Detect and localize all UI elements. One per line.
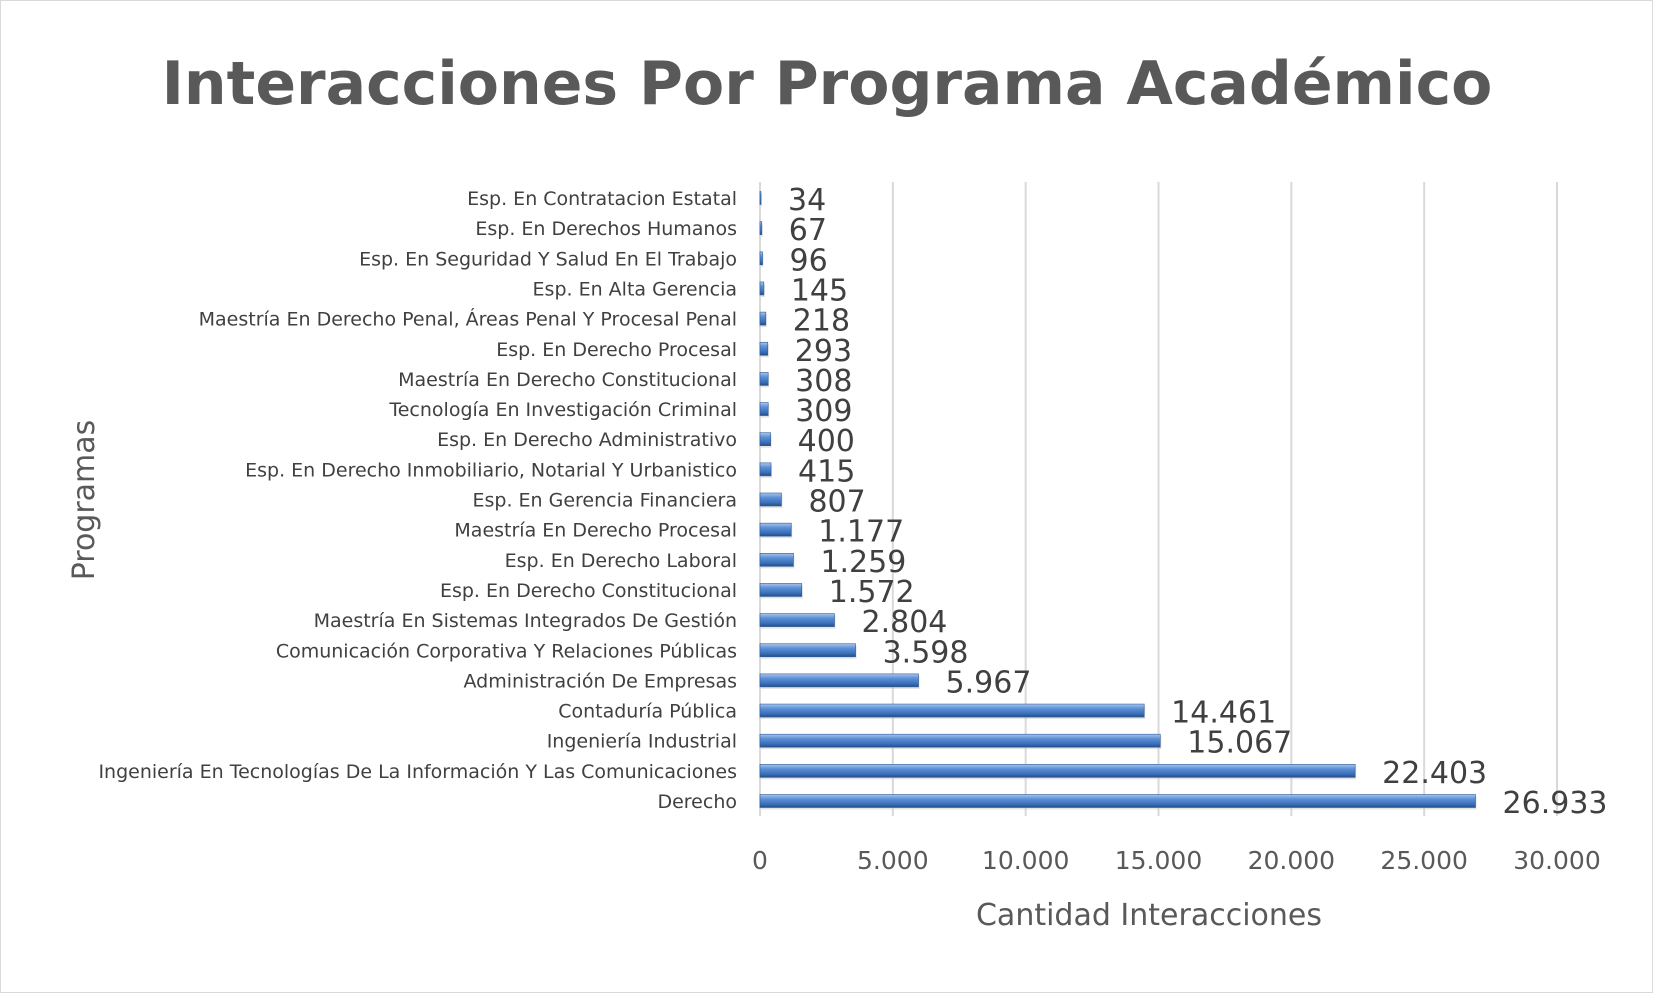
x-tick-label: 30.000 bbox=[1513, 846, 1600, 875]
bar bbox=[759, 432, 771, 447]
category-label: Maestría En Sistemas Integrados De Gesti… bbox=[314, 610, 737, 632]
bar bbox=[759, 673, 919, 688]
bar bbox=[759, 522, 792, 537]
bar bbox=[759, 613, 835, 627]
bar bbox=[759, 402, 769, 416]
data-label: 34 bbox=[788, 183, 826, 218]
bar bbox=[759, 311, 767, 326]
data-label: 1.177 bbox=[818, 515, 904, 550]
data-label: 2.804 bbox=[861, 605, 947, 640]
y-axis-title: Programas bbox=[67, 420, 102, 581]
bar bbox=[759, 764, 1356, 778]
category-label: Esp. En Derecho Administrativo bbox=[437, 429, 737, 451]
data-label: 293 bbox=[795, 334, 852, 369]
category-label: Esp. En Gerencia Financiera bbox=[473, 490, 738, 512]
bar-shadow bbox=[761, 193, 762, 207]
category-label: Esp. En Derechos Humanos bbox=[475, 218, 737, 240]
data-label: 1.259 bbox=[820, 545, 906, 580]
bar bbox=[759, 341, 769, 356]
category-label: Tecnología En Investigación Criminal bbox=[388, 399, 737, 421]
bar bbox=[759, 703, 1145, 718]
data-label: 400 bbox=[798, 424, 855, 459]
data-label: 415 bbox=[798, 454, 855, 489]
bar bbox=[759, 372, 769, 386]
data-label: 3.598 bbox=[883, 635, 969, 670]
data-label: 145 bbox=[791, 273, 848, 308]
category-label: Esp. En Derecho Laboral bbox=[505, 550, 737, 572]
category-label: Contaduría Pública bbox=[558, 701, 737, 723]
category-label: Derecho bbox=[657, 791, 737, 813]
category-label: Ingeniería En Tecnologías De La Informac… bbox=[98, 761, 737, 783]
bar bbox=[759, 643, 856, 658]
bar bbox=[759, 281, 765, 296]
data-label: 308 bbox=[795, 364, 852, 399]
data-label: 1.572 bbox=[829, 575, 915, 610]
bar bbox=[759, 552, 794, 567]
category-label: Esp. En Derecho Constitucional bbox=[440, 580, 737, 602]
category-label: Esp. En Contratacion Estatal bbox=[467, 188, 737, 210]
data-label: 22.403 bbox=[1382, 756, 1487, 791]
data-label: 15.067 bbox=[1187, 726, 1292, 761]
data-label: 26.933 bbox=[1503, 786, 1608, 821]
bar bbox=[759, 794, 1476, 808]
data-label: 218 bbox=[793, 304, 850, 339]
data-label: 14.461 bbox=[1171, 696, 1276, 731]
category-label: Esp. En Seguridad Y Salud En El Trabajo bbox=[359, 248, 737, 270]
category-label: Maestría En Derecho Procesal bbox=[454, 520, 737, 542]
bar bbox=[759, 492, 782, 507]
category-label: Comunicación Corporativa Y Relaciones Pú… bbox=[276, 640, 737, 662]
bar bbox=[759, 221, 763, 235]
bar bbox=[759, 251, 763, 266]
data-label: 807 bbox=[808, 485, 865, 520]
bar bbox=[759, 583, 803, 597]
data-label: 5.967 bbox=[946, 665, 1032, 700]
bar bbox=[759, 462, 772, 477]
x-tick-label: 0 bbox=[752, 846, 768, 875]
category-label: Maestría En Derecho Constitucional bbox=[398, 369, 737, 391]
category-label: Esp. En Alta Gerencia bbox=[533, 278, 737, 300]
x-axis-title: Cantidad Interacciones bbox=[976, 898, 1322, 933]
category-label: Administración De Empresas bbox=[463, 670, 737, 692]
bar bbox=[759, 733, 1161, 748]
category-label: Esp. En Derecho Procesal bbox=[496, 339, 737, 361]
data-label: 309 bbox=[795, 394, 852, 429]
category-label: Esp. En Derecho Inmobiliario, Notarial Y… bbox=[245, 459, 737, 481]
category-label: Ingeniería Industrial bbox=[547, 731, 737, 753]
x-tick-label: 20.000 bbox=[1248, 846, 1335, 875]
data-label: 67 bbox=[789, 213, 827, 248]
data-label: 96 bbox=[790, 243, 828, 278]
x-tick-label: 15.000 bbox=[1115, 846, 1202, 875]
x-tick-label: 5.000 bbox=[857, 846, 929, 875]
x-tick-label: 10.000 bbox=[982, 846, 1069, 875]
chart-title: Interacciones Por Programa Académico bbox=[162, 49, 1493, 119]
x-tick-label: 25.000 bbox=[1380, 846, 1467, 875]
category-label: Maestría En Derecho Penal, Áreas Penal Y… bbox=[199, 308, 737, 331]
bar bbox=[759, 191, 762, 205]
